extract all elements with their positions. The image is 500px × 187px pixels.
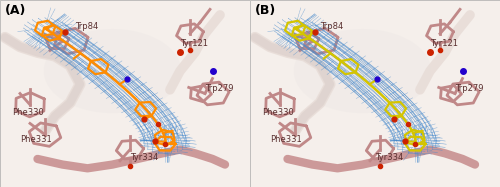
Text: Phe331: Phe331 xyxy=(270,135,302,144)
Text: Trp279: Trp279 xyxy=(205,84,234,93)
Text: Trp279: Trp279 xyxy=(455,84,484,93)
Text: Tyr334: Tyr334 xyxy=(375,153,403,162)
Text: (B): (B) xyxy=(255,4,276,17)
Text: Trp84: Trp84 xyxy=(75,22,98,31)
Text: Tyr121: Tyr121 xyxy=(180,39,208,48)
Text: Trp84: Trp84 xyxy=(320,22,343,31)
Ellipse shape xyxy=(44,29,181,113)
Text: Phe331: Phe331 xyxy=(20,135,52,144)
Text: Tyr334: Tyr334 xyxy=(130,153,158,162)
Ellipse shape xyxy=(294,29,431,113)
Text: (A): (A) xyxy=(5,4,26,17)
Text: Phe330: Phe330 xyxy=(12,108,44,117)
Text: Phe330: Phe330 xyxy=(262,108,294,117)
Text: Tyr121: Tyr121 xyxy=(430,39,458,48)
